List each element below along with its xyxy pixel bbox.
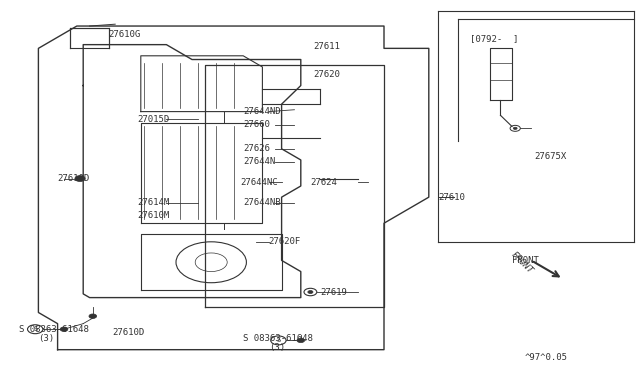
Text: 27644ND: 27644ND <box>243 107 281 116</box>
Text: S 08363-61648: S 08363-61648 <box>19 325 89 334</box>
Text: 27644N: 27644N <box>243 157 275 166</box>
Text: S 08363-61648: S 08363-61648 <box>243 334 313 343</box>
Text: 27610: 27610 <box>438 193 465 202</box>
Text: S: S <box>276 337 280 343</box>
Text: 27611: 27611 <box>314 42 340 51</box>
Circle shape <box>60 327 68 331</box>
Text: (3): (3) <box>38 334 54 343</box>
Text: 27660: 27660 <box>243 120 270 129</box>
Text: 27015D: 27015D <box>138 115 170 124</box>
Text: (3): (3) <box>269 343 285 352</box>
Text: FRONT: FRONT <box>512 256 539 265</box>
Circle shape <box>75 176 85 182</box>
Text: 27626: 27626 <box>243 144 270 153</box>
Text: FRONT: FRONT <box>509 250 534 275</box>
Text: 27610D: 27610D <box>112 328 144 337</box>
Circle shape <box>308 291 313 294</box>
Text: 27620F: 27620F <box>269 237 301 246</box>
Text: 27610M: 27610M <box>138 211 170 220</box>
Text: 27624: 27624 <box>310 178 337 187</box>
Text: 27675X: 27675X <box>534 152 566 161</box>
Text: 27610G: 27610G <box>109 30 141 39</box>
Text: 27620: 27620 <box>314 70 340 79</box>
Circle shape <box>297 338 305 343</box>
Circle shape <box>89 314 97 318</box>
Circle shape <box>513 127 517 129</box>
Text: [0792-  ]: [0792- ] <box>470 35 519 44</box>
Text: 27614M: 27614M <box>138 198 170 207</box>
Text: 27644NB: 27644NB <box>243 198 281 207</box>
Text: S: S <box>33 326 37 332</box>
Text: 27610D: 27610D <box>58 174 90 183</box>
Text: 27644NC: 27644NC <box>240 178 278 187</box>
Text: ^97^0.05: ^97^0.05 <box>525 353 568 362</box>
Text: 27619: 27619 <box>320 288 347 296</box>
